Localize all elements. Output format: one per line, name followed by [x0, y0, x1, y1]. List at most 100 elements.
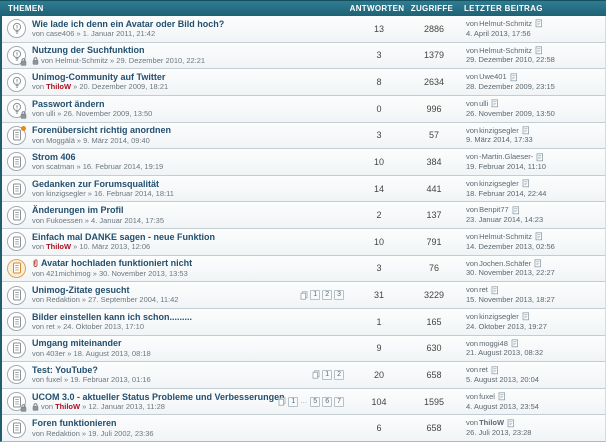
- lastpost-author-link[interactable]: Helmut-Schmitz: [479, 19, 533, 29]
- topic-author-link[interactable]: Redaktion: [46, 428, 80, 438]
- topic-title-link[interactable]: Gedanken zur Forumsqualität: [32, 178, 160, 189]
- goto-lastpost-icon[interactable]: [535, 19, 543, 28]
- topic-title-link[interactable]: Test: YouTube?: [32, 364, 98, 375]
- goto-lastpost-icon[interactable]: [534, 259, 542, 268]
- topic-author-link[interactable]: Redaktion: [46, 295, 80, 305]
- topic-title-link[interactable]: Forenübersicht richtig anordnen: [32, 125, 172, 136]
- topic-title-link[interactable]: Änderungen im Profil: [32, 205, 124, 216]
- topic-author-link[interactable]: 403er: [46, 348, 66, 358]
- goto-lastpost-icon[interactable]: [511, 339, 519, 348]
- lastpost-author-link[interactable]: Jochen.Schäfer: [479, 258, 532, 268]
- topic-author-link[interactable]: case406: [46, 29, 75, 39]
- topic-title-link[interactable]: Foren funktionieren: [32, 418, 117, 429]
- goto-lastpost-icon[interactable]: [522, 312, 530, 321]
- goto-lastpost-icon[interactable]: [510, 73, 518, 82]
- lastpost-author-link[interactable]: ret: [479, 285, 488, 295]
- pagination-page-button[interactable]: 3: [334, 290, 344, 301]
- topic-title-link[interactable]: Passwort ändern: [32, 98, 105, 109]
- pagination-page-button[interactable]: 7: [334, 396, 344, 407]
- goto-lastpost-icon[interactable]: [522, 126, 530, 135]
- lastpost-author-link[interactable]: Helmut-Schmitz: [479, 232, 533, 242]
- pagination-page-button[interactable]: 5: [310, 396, 321, 407]
- lastpost-author-link[interactable]: ulli: [479, 98, 489, 108]
- pagination-page-button[interactable]: 2: [334, 369, 344, 380]
- topic-title-link[interactable]: Strom 406: [32, 151, 76, 162]
- goto-lastpost-icon[interactable]: [535, 232, 543, 241]
- goto-lastpost-icon[interactable]: [498, 392, 506, 401]
- lastpost-author-link[interactable]: fuxel: [479, 391, 495, 401]
- goto-lastpost-icon[interactable]: [535, 232, 543, 241]
- lastpost-cell: von moggi48 21. August 2013, 08:32: [460, 339, 606, 359]
- topic-title-link[interactable]: Bilder einstellen kann ich schon........…: [32, 311, 193, 322]
- topic-title-link[interactable]: Nutzung der Suchfunktion: [32, 45, 145, 56]
- topic-author-link[interactable]: Moggälä: [46, 135, 75, 145]
- goto-lastpost-icon[interactable]: [511, 339, 519, 348]
- topic-author-link[interactable]: scatman: [46, 162, 75, 172]
- goto-lastpost-icon[interactable]: [522, 126, 530, 135]
- topic-title-link[interactable]: UCOM 3.0 - aktueller Status Probleme und…: [32, 391, 285, 402]
- pagination-page-button[interactable]: 1: [310, 290, 321, 301]
- topic-row: Avatar hochladen funktioniert nicht von 42…: [2, 254, 605, 282]
- lastpost-cell: von ret 15. November 2013, 18:27: [460, 285, 606, 305]
- replies-count: 8: [376, 77, 382, 88]
- topic-title-link[interactable]: Wie lade ich denn ein Avatar oder Bild h…: [32, 18, 225, 29]
- goto-lastpost-icon[interactable]: [534, 259, 542, 268]
- topic-author-link[interactable]: ThiloW: [46, 82, 72, 92]
- goto-lastpost-icon[interactable]: [498, 392, 506, 401]
- topic-date: » 19. Juli 2002, 23:36: [81, 428, 154, 438]
- lastpost-author-link[interactable]: ThiloW: [479, 418, 505, 428]
- pagination-page-button[interactable]: 1: [288, 396, 299, 407]
- lastpost-author-link[interactable]: -Martin.Glaeser-: [479, 152, 534, 162]
- topic-title-link[interactable]: Unimog-Zitate gesucht: [32, 285, 130, 296]
- goto-lastpost-icon[interactable]: [512, 206, 520, 215]
- goto-lastpost-icon[interactable]: [491, 286, 499, 295]
- goto-lastpost-icon[interactable]: [491, 99, 499, 108]
- goto-lastpost-icon[interactable]: [536, 152, 544, 162]
- topic-status-icon: [7, 45, 27, 66]
- goto-lastpost-icon[interactable]: [491, 99, 499, 108]
- multipage-icon: [300, 290, 308, 300]
- goto-lastpost-icon[interactable]: [512, 206, 520, 215]
- topic-title-link[interactable]: Einfach mal DANKE sagen - neue Funktion: [32, 231, 216, 242]
- goto-lastpost-icon[interactable]: [535, 46, 543, 55]
- goto-lastpost-icon[interactable]: [491, 365, 499, 375]
- topic-author-link[interactable]: ThiloW: [46, 242, 72, 252]
- topic-title-link[interactable]: Unimog-Community auf Twitter: [32, 72, 166, 83]
- post-paper-icon: [12, 262, 21, 274]
- topic-title-link[interactable]: Umgang miteinander: [32, 338, 122, 349]
- lastpost-author-link[interactable]: Helmut-Schmitz: [479, 45, 533, 55]
- topic-date: » 20. Dezember 2009, 18:21: [73, 82, 169, 92]
- topic-author-link[interactable]: kinzigsegler: [46, 188, 86, 198]
- pagination-page-button[interactable]: 2: [322, 290, 333, 301]
- goto-lastpost-icon[interactable]: [535, 19, 543, 28]
- topic-author-link[interactable]: ret: [46, 322, 55, 332]
- lastpost-author-link[interactable]: Benpit77: [479, 205, 509, 215]
- goto-lastpost-icon[interactable]: [510, 73, 518, 82]
- topic-author-link[interactable]: ulli: [46, 109, 56, 119]
- topic-author-link[interactable]: Fukoessen: [46, 215, 83, 225]
- goto-lastpost-icon[interactable]: [491, 365, 499, 375]
- lastpost-author-link[interactable]: ret: [479, 365, 488, 375]
- topic-author-link[interactable]: Helmut-Schmitz: [55, 55, 109, 65]
- goto-lastpost-icon[interactable]: [535, 46, 543, 55]
- goto-lastpost-icon[interactable]: [491, 286, 499, 295]
- goto-lastpost-icon[interactable]: [536, 152, 544, 162]
- pagination-page-button[interactable]: 6: [322, 396, 333, 407]
- pagination-page-button[interactable]: 1: [322, 369, 333, 380]
- lastpost-author-link[interactable]: kinzigsegler: [479, 125, 519, 135]
- goto-lastpost-icon[interactable]: [522, 179, 530, 188]
- topic-author-link[interactable]: ThiloW: [55, 401, 81, 411]
- lastpost-author-link[interactable]: Uwe401: [479, 72, 507, 82]
- lastpost-cell: von Benpit77 23. Januar 2014, 14:23: [460, 205, 606, 225]
- topic-title-link[interactable]: Avatar hochladen funktioniert nicht: [41, 258, 193, 269]
- topic-author-link[interactable]: 421michimog: [46, 268, 91, 278]
- lastpost-date: 4. August 2013, 23:54: [466, 401, 539, 411]
- lastpost-author-link[interactable]: kinzigsegler: [479, 311, 519, 321]
- goto-lastpost-icon[interactable]: [507, 419, 515, 428]
- lastpost-author-link[interactable]: kinzigsegler: [479, 178, 519, 188]
- lastpost-author-link[interactable]: moggi48: [479, 338, 508, 348]
- topic-author-link[interactable]: fuxel: [46, 375, 62, 385]
- goto-lastpost-icon[interactable]: [522, 179, 530, 188]
- goto-lastpost-icon[interactable]: [522, 312, 530, 321]
- goto-lastpost-icon[interactable]: [507, 419, 515, 428]
